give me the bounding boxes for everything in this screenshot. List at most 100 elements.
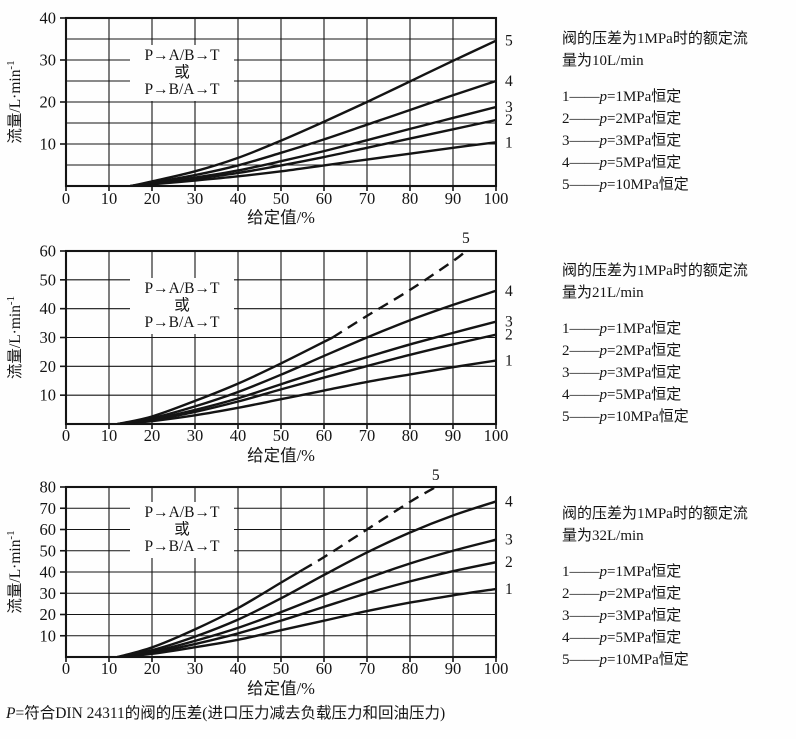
pressure-symbol: P xyxy=(6,705,16,722)
tick-marks xyxy=(60,486,497,662)
rated-flow-note: 阀的压差为1MPa时的额定流 量为10L/min xyxy=(562,28,790,72)
svg-text:50: 50 xyxy=(273,189,290,208)
legend-entry: 3——p=3MPa恒定 xyxy=(562,365,682,381)
curves xyxy=(130,39,496,186)
legend-entry: 4——p=5MPa恒定 xyxy=(562,155,682,171)
axis-tick-labels: 0 10 20 30 40 50 60 70 80 90 100 10 20 30 40 50 60 xyxy=(40,242,509,446)
svg-text:1: 1 xyxy=(505,353,513,370)
svg-text:0: 0 xyxy=(62,426,70,445)
curve-3 xyxy=(130,105,496,186)
curve-5-solid xyxy=(117,336,334,424)
svg-text:40: 40 xyxy=(230,659,247,678)
svg-text:10: 10 xyxy=(101,189,118,208)
inner-label-backing xyxy=(130,45,234,101)
axis-tick-labels: 0 10 20 30 40 50 60 70 80 90 100 10 20 30 40 xyxy=(40,9,509,209)
legend-entry: 1——p=1MPa恒定 xyxy=(562,89,682,105)
curve-4 xyxy=(117,500,496,657)
svg-text:4: 4 xyxy=(505,493,513,510)
svg-text:P→A/B→T: P→A/B→T xyxy=(145,280,220,297)
flow-path-label: P→A/B→T或P→B/A→T xyxy=(145,504,220,555)
footnote: P=符合DIN 24311的阀的压差(进口压力减去负载压力和回油压力) xyxy=(6,701,445,723)
note-line: 量为32L/min xyxy=(562,528,644,544)
tick-marks xyxy=(60,250,497,429)
svg-text:P→A/B→T: P→A/B→T xyxy=(145,504,220,521)
x-axis-title: 给定值/% xyxy=(247,208,315,227)
svg-text:70: 70 xyxy=(40,499,57,518)
svg-text:20: 20 xyxy=(144,426,161,445)
flow-curve-chart-2: 0 10 20 30 40 50 60 70 80 90 100102030405060给定值/%流… xyxy=(5,230,513,465)
svg-text:3: 3 xyxy=(505,532,513,549)
svg-text:70: 70 xyxy=(359,659,376,678)
svg-text:30: 30 xyxy=(187,189,204,208)
pressure-legend: 1——p=1MPa恒定 2——p=2MPa恒定 3——p=3MPa恒定 4——p=5M… xyxy=(562,318,790,428)
svg-text:或: 或 xyxy=(174,63,190,81)
curve-5-dashed xyxy=(301,487,437,571)
flow-path-label: P→A/B→T或P→B/A→T xyxy=(145,280,220,331)
svg-text:80: 80 xyxy=(402,426,419,445)
svg-text:60: 60 xyxy=(40,520,57,539)
svg-text:2: 2 xyxy=(505,327,513,344)
legend-entry: 2——p=2MPa恒定 xyxy=(562,111,682,127)
footnote-text: =符合DIN 24311的阀的压差(进口压力减去负载压力和回油压力) xyxy=(15,705,446,722)
note-line: 阀的压差为1MPa时的额定流 xyxy=(562,31,748,47)
svg-text:20: 20 xyxy=(40,93,57,112)
legend-entry: 4——p=5MPa恒定 xyxy=(562,387,682,403)
svg-text:10: 10 xyxy=(101,659,118,678)
rated-flow-note: 阀的压差为1MPa时的额定流 量为21L/min xyxy=(562,260,790,304)
tick-marks xyxy=(60,17,497,191)
svg-text:100: 100 xyxy=(484,659,509,678)
svg-text:30: 30 xyxy=(40,328,57,347)
svg-text:40: 40 xyxy=(40,9,57,28)
svg-text:40: 40 xyxy=(230,426,247,445)
curves xyxy=(117,487,496,657)
y-axis-title: 流量/L·min-1 xyxy=(5,60,24,143)
svg-text:P→B/A→T: P→B/A→T xyxy=(145,81,220,98)
chart-row-3: 0 10 20 30 40 50 60 70 80 90 100 10 20 30 40 50 60 70 80 给定… xyxy=(0,464,545,702)
curve-4 xyxy=(117,289,496,424)
x-axis-title: 给定值/% xyxy=(247,679,315,698)
curve-4 xyxy=(130,79,496,186)
svg-text:50: 50 xyxy=(40,270,57,289)
legend-entry: 3——p=3MPa恒定 xyxy=(562,608,682,624)
svg-text:50: 50 xyxy=(273,426,290,445)
svg-text:0: 0 xyxy=(62,659,70,678)
chart-note-2: 阀的压差为1MPa时的额定流 量为21L/min 1——p=1MPa恒定 2——p=… xyxy=(562,260,790,428)
pressure-legend: 1——p=1MPa恒定 2——p=2MPa恒定 3——p=3MPa恒定 4——p=5M… xyxy=(562,561,790,671)
chart-note-3: 阀的压差为1MPa时的额定流 量为32L/min 1——p=1MPa恒定 2——p=… xyxy=(562,503,790,671)
svg-text:40: 40 xyxy=(230,189,247,208)
svg-text:80: 80 xyxy=(40,478,57,497)
curve-1 xyxy=(117,587,496,657)
note-line: 量为10L/min xyxy=(562,53,644,69)
svg-text:20: 20 xyxy=(144,189,161,208)
flow-curve-chart-3: 0 10 20 30 40 50 60 70 80 90 100 10 20 30 40 50 60 70 80 给定… xyxy=(5,467,513,698)
legend-entry: 4——p=5MPa恒定 xyxy=(562,630,682,646)
svg-text:30: 30 xyxy=(187,426,204,445)
svg-text:P→B/A→T: P→B/A→T xyxy=(145,314,220,331)
svg-text:70: 70 xyxy=(359,426,376,445)
curve-3 xyxy=(117,320,496,424)
svg-text:90: 90 xyxy=(445,426,462,445)
chart-row-2: 0 10 20 30 40 50 60 70 80 90 100 10 20 30 40 50 60 给定值/% 流… xyxy=(0,230,545,466)
legend-entry: 5——p=10MPa恒定 xyxy=(562,409,689,425)
svg-text:50: 50 xyxy=(40,541,57,560)
svg-text:1: 1 xyxy=(505,581,513,598)
svg-text:30: 30 xyxy=(187,659,204,678)
curve-number-labels: 1 2 3 4 5 xyxy=(432,467,513,598)
svg-text:20: 20 xyxy=(144,659,161,678)
svg-text:20: 20 xyxy=(40,605,57,624)
rated-flow-note: 阀的压差为1MPa时的额定流 量为32L/min xyxy=(562,503,790,547)
svg-text:2: 2 xyxy=(505,112,513,129)
svg-text:40: 40 xyxy=(40,299,57,318)
svg-text:60: 60 xyxy=(316,426,333,445)
legend-entry: 3——p=3MPa恒定 xyxy=(562,133,682,149)
legend-entry: 5——p=10MPa恒定 xyxy=(562,177,689,193)
chart-row-1: 0 10 20 30 40 50 60 70 80 90 100 10 20 30 40 给定值/% 流量/L·… xyxy=(0,0,545,230)
svg-text:10: 10 xyxy=(40,626,57,645)
y-axis-title: 流量/L·min-1 xyxy=(5,530,24,613)
svg-text:60: 60 xyxy=(316,659,333,678)
flow-curve-chart-1: 0 10 20 30 40 50 60 70 80 90 10010203040给定值/%流量/L·… xyxy=(5,9,513,228)
svg-text:10: 10 xyxy=(40,386,57,405)
svg-text:90: 90 xyxy=(445,659,462,678)
curve-5-dashed xyxy=(331,251,467,339)
